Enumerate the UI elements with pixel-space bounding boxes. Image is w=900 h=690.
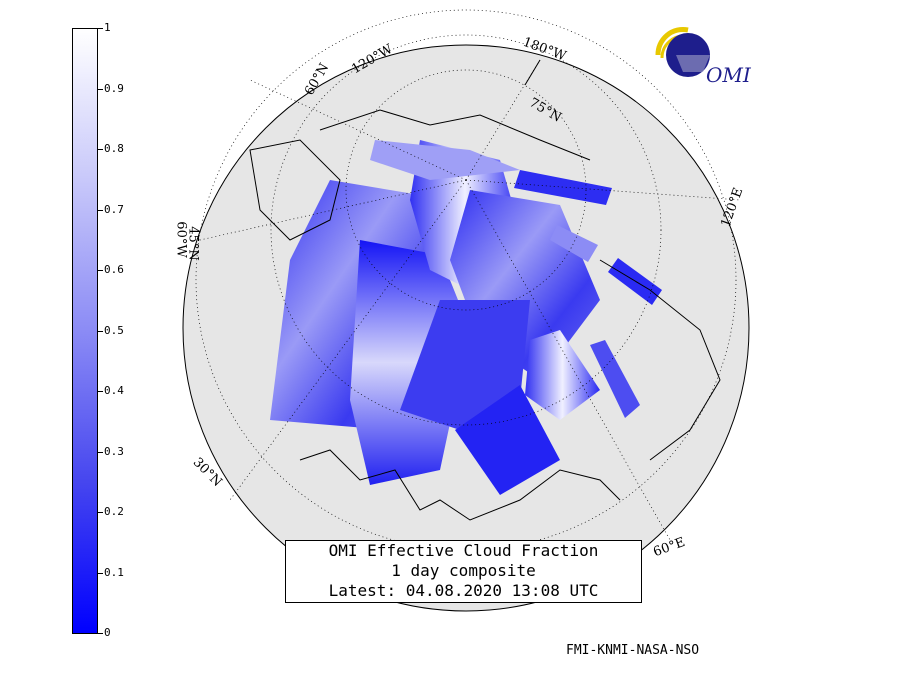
coastline-north — [319, 109, 591, 161]
title-box: OMI Effective Cloud Fraction 1 day compo… — [285, 540, 642, 603]
colorbar-tick-label: 0.1 — [104, 565, 124, 579]
colorbar-tick-label: 0.2 — [104, 505, 124, 518]
colorbar-tick-label: 0.8 — [104, 142, 124, 155]
title-line-3: Latest: 04.08.2020 13:08 UTC — [328, 581, 599, 600]
colorbar — [72, 28, 98, 634]
colorbar-tick-mark — [98, 391, 103, 392]
title-line-1: OMI Effective Cloud Fraction — [328, 541, 599, 560]
colorbar-tick-mark — [98, 330, 103, 332]
colorbar-tick-label: 0.7 — [104, 202, 124, 216]
colorbar-tick-mark — [98, 209, 103, 211]
colorbar-tick-label: 0.6 — [104, 263, 124, 276]
label-45n: 45°N — [185, 226, 201, 261]
coastline-greenland — [249, 139, 341, 241]
coastline-europe — [299, 449, 621, 521]
colorbar-tick-mark — [98, 512, 103, 513]
colorbar-tick-label: 0 — [104, 626, 111, 639]
omi-logo-icon: OMI — [655, 27, 752, 87]
omi-logo-text: OMI — [706, 63, 752, 87]
colorbar-tick-mark — [98, 149, 103, 150]
colorbar-tick-label: 0.3 — [104, 444, 124, 458]
cloud-swath-east — [590, 340, 640, 418]
colorbar-tick-label: 0.4 — [104, 384, 124, 397]
colorbar-tick-mark — [98, 451, 103, 453]
colorbar-tick-mark — [98, 572, 103, 574]
colorbar-tick-mark — [98, 633, 103, 634]
colorbar-tick-label: 0.9 — [104, 81, 124, 95]
cloud-swath-strip2 — [550, 225, 598, 262]
cloud-swath-siberia — [525, 330, 600, 420]
colorbar-tick-label: 1 — [104, 21, 111, 34]
cloud-swath-top — [370, 140, 520, 180]
cloud-swath-scandinavia — [400, 300, 530, 430]
colorbar-tick-mark — [98, 88, 103, 90]
colorbar-tick-label: 0.5 — [104, 323, 124, 337]
graticule — [195, 9, 741, 551]
coastline-asia — [599, 259, 721, 461]
title-line-2: 1 day composite — [391, 561, 536, 580]
credit-text: FMI-KNMI-NASA-NSO — [566, 643, 700, 658]
colorbar-tick-mark — [98, 270, 103, 271]
cloud-swath-strip1 — [514, 170, 612, 205]
colorbar-tick-mark — [98, 28, 103, 29]
